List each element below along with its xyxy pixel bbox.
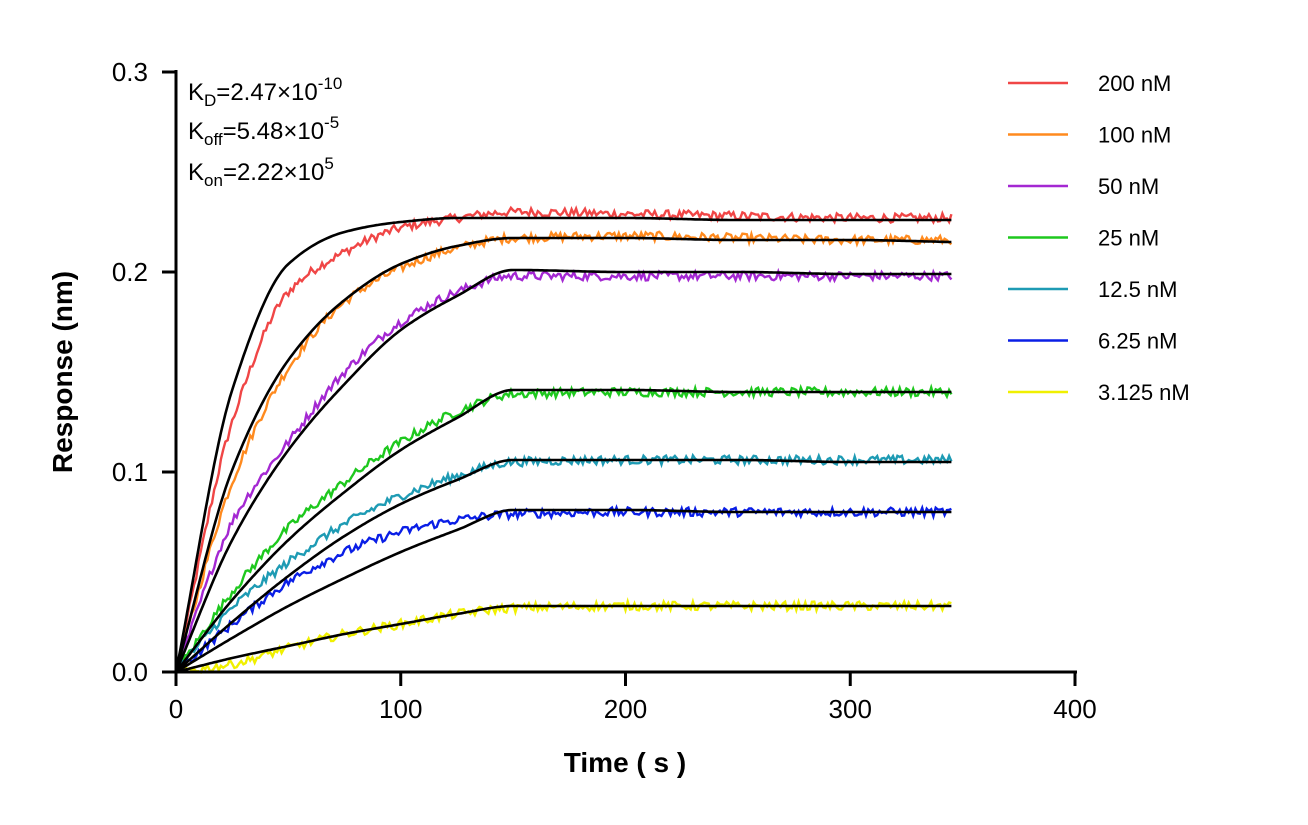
legend-label: 6.25 nM bbox=[1098, 329, 1178, 354]
measured-trace bbox=[175, 503, 952, 673]
x-tick-label: 200 bbox=[604, 694, 647, 724]
fit-curve bbox=[175, 458, 952, 673]
measured-trace bbox=[174, 267, 953, 673]
fit-layer bbox=[174, 216, 952, 674]
legend-label: 200 nM bbox=[1098, 71, 1171, 96]
measured-trace bbox=[175, 597, 952, 674]
fit-curve bbox=[175, 604, 952, 674]
legend-label: 12.5 nM bbox=[1098, 277, 1178, 302]
legend-label: 25 nM bbox=[1098, 226, 1159, 251]
koff-annotation: Koff=5.48×10-5 bbox=[188, 113, 339, 149]
fit-curve bbox=[174, 388, 952, 673]
y-tick-label: 0.3 bbox=[112, 57, 148, 87]
legend-label: 50 nM bbox=[1098, 174, 1159, 199]
x-tick-label: 0 bbox=[169, 694, 183, 724]
legend-label: 3.125 nM bbox=[1098, 380, 1190, 405]
y-tick-label: 0.0 bbox=[112, 657, 148, 687]
measured-trace bbox=[175, 452, 953, 673]
measured-trace bbox=[175, 383, 953, 673]
kon-annotation: Kon=2.22×105 bbox=[188, 154, 334, 190]
series-layer bbox=[174, 205, 953, 674]
x-tick-label: 300 bbox=[829, 694, 872, 724]
fit-curve bbox=[174, 268, 952, 673]
fit-curve bbox=[174, 236, 952, 673]
y-tick-label: 0.2 bbox=[112, 257, 148, 287]
axis-ticks: 0 100 200 300 400 0.0 0.1 0.2 0.3 bbox=[112, 57, 1097, 724]
fit-curve bbox=[175, 508, 952, 674]
x-tick-label: 100 bbox=[379, 694, 422, 724]
y-tick-label: 0.1 bbox=[112, 457, 148, 487]
legend-label: 100 nM bbox=[1098, 123, 1171, 148]
fit-curve bbox=[174, 216, 952, 673]
legend: 200 nM 100 nM 50 nM 25 nM 12.5 nM 6.25 nM 3.12… bbox=[1008, 71, 1190, 405]
kd-annotation: KD=2.47×10-10 bbox=[188, 74, 342, 110]
y-axis-label: Response (nm) bbox=[47, 271, 78, 473]
x-tick-label: 400 bbox=[1053, 694, 1096, 724]
x-axis-label: Time ( s ) bbox=[564, 747, 686, 778]
